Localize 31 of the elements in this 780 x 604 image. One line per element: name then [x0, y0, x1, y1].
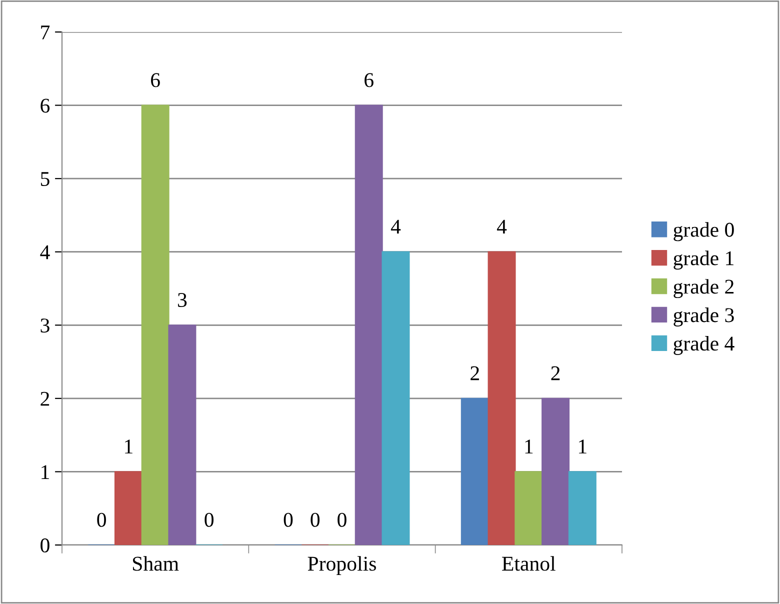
y-tick-label: 5	[40, 172, 50, 186]
y-tick-label: 3	[40, 318, 50, 333]
legend-label: grade 2	[674, 279, 734, 298]
data-label: 6	[364, 73, 374, 88]
y-tick-label: 2	[40, 392, 50, 406]
data-label: 0	[338, 512, 346, 527]
x-tick-label: Sham	[133, 556, 179, 571]
x-tick-label: Etanol	[502, 556, 556, 571]
legend-label: grade 4	[674, 336, 734, 355]
data-label: 2	[551, 366, 560, 380]
legend-label: grade 3	[674, 308, 734, 326]
x-tick-label: Propolis	[308, 556, 376, 576]
data-label: 2	[470, 366, 479, 380]
y-tick-label: 7	[41, 26, 50, 40]
data-label: 4	[496, 220, 507, 234]
data-label: 0	[204, 512, 214, 527]
legend-label: grade 1	[674, 250, 734, 270]
y-tick-label: 1	[42, 465, 49, 479]
data-label: 0	[284, 512, 293, 527]
data-label: 6	[151, 73, 160, 88]
y-tick-label: 4	[40, 245, 50, 260]
data-label: 0	[97, 512, 106, 527]
y-tick-label: 0	[40, 538, 50, 552]
data-label: 1	[579, 440, 586, 454]
data-label: 0	[310, 512, 320, 527]
data-label: 4	[390, 220, 401, 234]
data-label: 1	[525, 440, 533, 454]
data-label: 1	[125, 440, 132, 454]
data-label: 3	[178, 293, 187, 308]
legend-label: grade 0	[674, 222, 734, 242]
y-tick-label: 6	[40, 98, 50, 113]
